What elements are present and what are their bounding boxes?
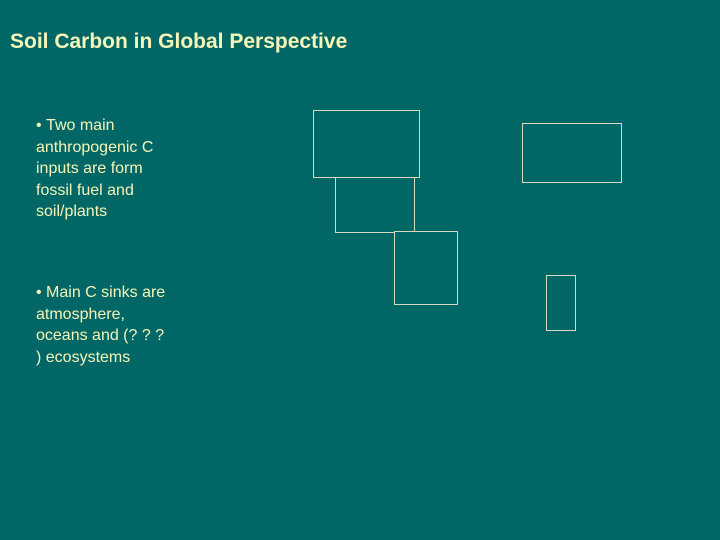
bullet-2: • Main C sinks are atmosphere, oceans an…: [36, 282, 166, 368]
diagram-box-4: [522, 123, 622, 183]
bullet-dot-icon: •: [36, 284, 46, 301]
diagram-box-1: [313, 110, 420, 178]
bullet-dot-icon: •: [36, 117, 46, 134]
diagram-box-3: [394, 231, 458, 305]
bullet-1-text: Two main anthropogenic C inputs are form…: [36, 117, 153, 220]
bullet-1: • Two main anthropogenic C inputs are fo…: [36, 115, 166, 223]
diagram-box-2: [335, 177, 415, 233]
slide-title: Soil Carbon in Global Perspective: [10, 30, 347, 54]
diagram-box-5: [546, 275, 576, 331]
bullet-2-text: Main C sinks are atmosphere, oceans and …: [36, 284, 165, 366]
